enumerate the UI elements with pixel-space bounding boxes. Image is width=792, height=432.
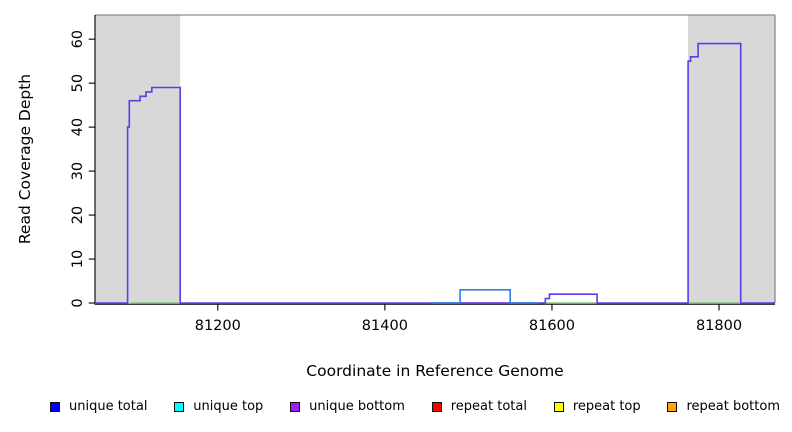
legend-label: repeat top [572, 399, 641, 414]
gray-masked-region-left [95, 15, 181, 303]
repeat-top-swatch-icon [553, 401, 564, 412]
unique-top-swatch-icon [174, 401, 185, 412]
series-unique-bottom-coverage [95, 42, 775, 304]
y-tick-label: 30 [70, 162, 86, 180]
legend: unique total unique top unique bottom re… [50, 399, 780, 414]
x-tick-label: 81400 [362, 318, 408, 334]
gray-masked-region-right [688, 15, 775, 303]
unique-total-swatch-icon [50, 401, 60, 412]
y-tick-label: 50 [70, 74, 86, 92]
y-axis-title: Read Coverage Depth [16, 73, 34, 245]
legend-label: unique bottom [309, 399, 405, 414]
legend-item-unique-bottom: unique bottom [290, 399, 405, 414]
y-tick-label: 20 [70, 206, 86, 224]
x-tick-label: 81800 [696, 318, 742, 334]
x-tick-label: 81200 [195, 318, 241, 334]
legend-label: unique top [193, 399, 264, 414]
x-tick-label: 81600 [529, 318, 575, 334]
unique-bottom-swatch-icon [290, 401, 301, 412]
legend-item-unique-top: unique top [174, 399, 263, 414]
y-tick-label: 0 [70, 298, 86, 307]
y-tick-label: 40 [70, 118, 86, 136]
legend-item-repeat-top: repeat top [553, 399, 641, 414]
x-axis-title: Coordinate in Reference Genome [306, 362, 564, 380]
legend-item-unique-total: unique total [50, 399, 147, 414]
legend-item-repeat-bottom: repeat bottom [667, 399, 780, 414]
y-tick-label: 60 [70, 30, 86, 48]
legend-label: repeat bottom [686, 399, 780, 414]
y-tick-label: 10 [70, 250, 86, 268]
legend-label: repeat total [450, 399, 527, 414]
repeat-bottom-swatch-icon [667, 401, 678, 412]
legend-label: unique total [69, 399, 148, 414]
repeat-total-swatch-icon [431, 401, 442, 412]
series-unique-total-peak [430, 289, 539, 304]
legend-item-repeat-total: repeat total [431, 399, 527, 414]
